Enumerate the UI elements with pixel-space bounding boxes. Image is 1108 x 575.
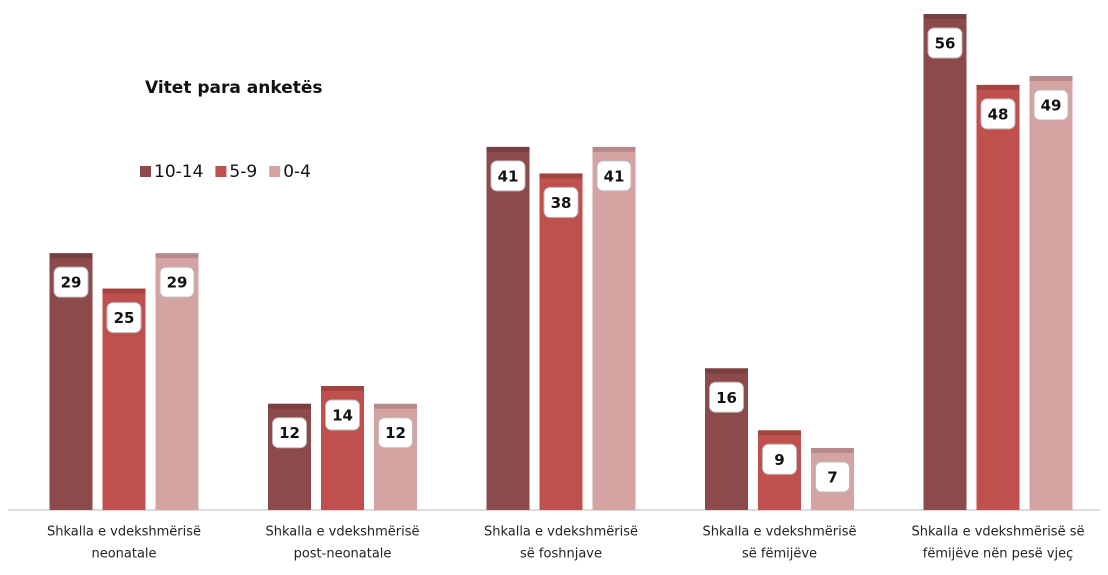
bar-highlight <box>592 146 636 152</box>
x-tick-label: Shkalla e vdekshmërisë <box>484 525 638 540</box>
value-label: 49 <box>1041 97 1062 115</box>
value-label: 56 <box>935 35 956 53</box>
x-tick-label: neonatale <box>91 547 156 562</box>
value-label: 9 <box>774 451 784 469</box>
value-label-box <box>325 399 360 431</box>
x-tick-label: Shkalla e vdekshmërisë <box>47 525 201 540</box>
x-tick-label: së foshnjave <box>520 547 602 562</box>
bar-highlight <box>374 403 417 409</box>
value-label-box <box>272 417 307 449</box>
bar-highlight <box>486 146 530 152</box>
value-label-box <box>709 381 744 413</box>
bar <box>976 84 1020 510</box>
x-tick-label: Shkalla e vdekshmërisë <box>702 525 856 540</box>
value-label-box <box>159 266 195 298</box>
value-label: 41 <box>498 167 519 185</box>
value-label-box <box>106 302 142 334</box>
value-label: 16 <box>716 389 737 407</box>
value-label-box <box>378 417 413 449</box>
x-tick-label: fëmijëve nën pesë vjeç <box>923 547 1074 562</box>
bar-highlight <box>49 253 93 259</box>
bar-highlight <box>923 14 967 19</box>
legend-swatch <box>215 166 227 177</box>
value-label-box <box>596 160 632 192</box>
value-label: 7 <box>827 469 837 487</box>
legend-label: 5-9 <box>229 162 257 182</box>
value-label-box <box>980 98 1016 130</box>
x-tick-label: Shkalla e vdekshmërisë <box>265 525 419 540</box>
value-label: 12 <box>385 424 406 442</box>
bar-highlight <box>1029 76 1073 81</box>
value-label: 48 <box>988 105 1009 123</box>
value-label-box <box>815 461 850 493</box>
value-label: 25 <box>114 309 135 327</box>
bar-highlight <box>539 173 583 179</box>
value-label: 41 <box>604 167 625 185</box>
legend-label: 10-14 <box>154 162 203 182</box>
value-label-box <box>543 186 579 218</box>
x-tick-label: Shkalla e vdekshmërisë së <box>912 525 1085 540</box>
bar-highlight <box>705 368 748 374</box>
value-label-box <box>927 27 963 59</box>
x-tick-label: së fëmijëve <box>742 547 817 562</box>
bar-highlight <box>155 253 199 259</box>
bar-highlight <box>976 84 1020 90</box>
value-label-box <box>1033 89 1069 121</box>
bar <box>539 173 583 510</box>
bar-highlight <box>102 288 146 294</box>
bar-highlight <box>321 386 364 391</box>
value-label: 12 <box>279 424 300 442</box>
value-label: 29 <box>167 274 188 292</box>
value-label: 14 <box>332 407 353 425</box>
bar <box>486 146 530 510</box>
value-label: 29 <box>61 274 82 292</box>
value-label-box <box>53 266 89 298</box>
value-label: 38 <box>551 194 572 212</box>
legend-swatch <box>140 166 151 177</box>
legend-swatch <box>269 166 281 177</box>
bar <box>592 146 636 510</box>
legend-title: Vitet para anketës <box>145 78 323 98</box>
value-label-box <box>762 443 797 475</box>
bar-highlight <box>268 403 311 409</box>
bar <box>923 14 967 510</box>
bar-highlight <box>811 448 854 453</box>
value-label-box <box>490 160 526 192</box>
x-tick-label: post-neonatale <box>294 547 392 562</box>
bar-highlight <box>758 430 801 436</box>
legend-label: 0-4 <box>283 162 311 182</box>
bar <box>1029 76 1073 510</box>
